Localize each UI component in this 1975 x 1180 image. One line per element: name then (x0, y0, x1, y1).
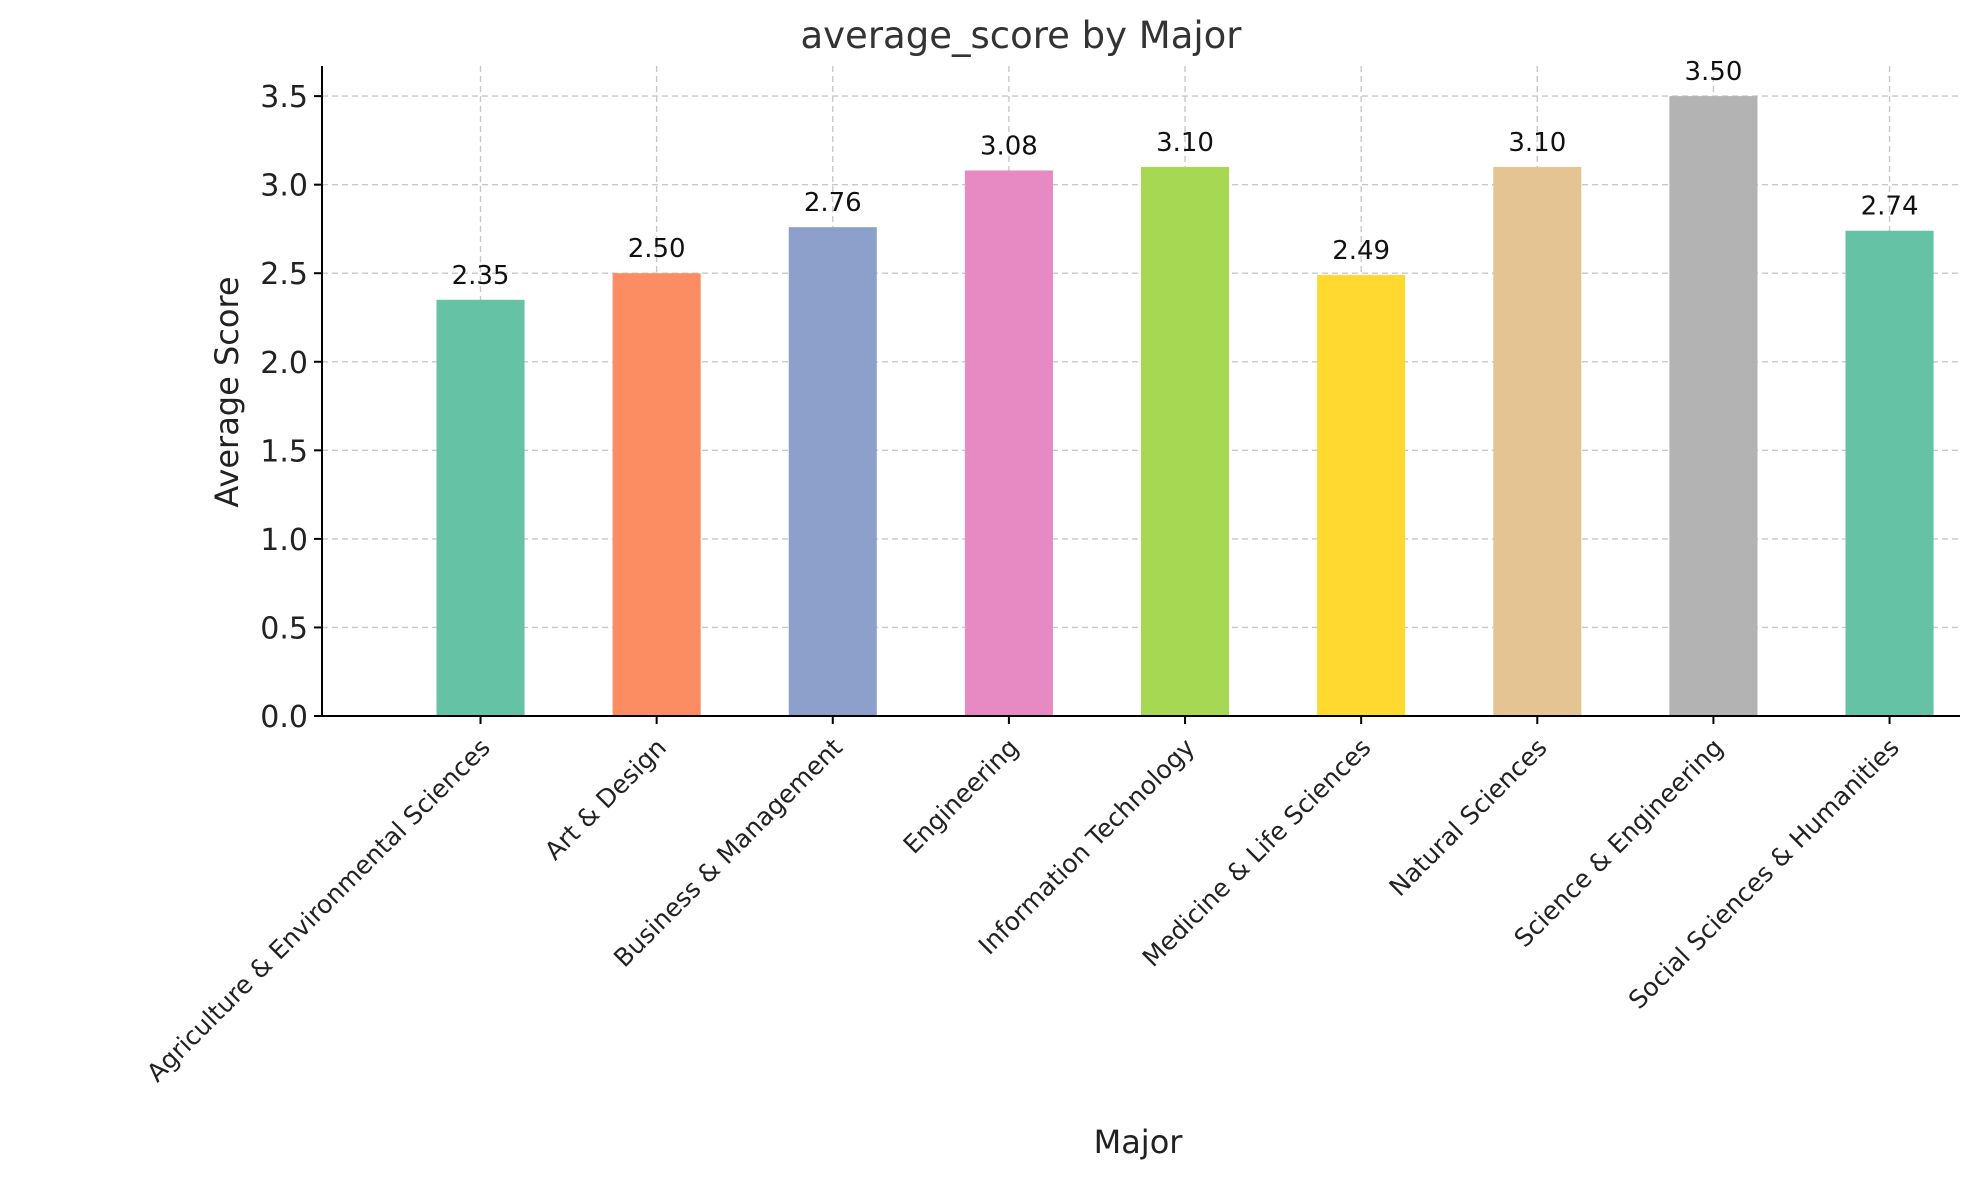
y-tick-label: 3.5 (260, 80, 308, 115)
bar (1845, 230, 1934, 716)
y-axis-label: Average Score (208, 276, 246, 507)
y-tick-label: 1.0 (260, 523, 308, 558)
bar (1493, 166, 1582, 716)
bar-value-label: 3.50 (1684, 57, 1742, 87)
y-tick-label: 0.0 (260, 700, 308, 735)
y-tick-label: 0.5 (260, 611, 308, 646)
bar-value-label: 3.10 (1508, 128, 1566, 158)
bar (964, 170, 1053, 716)
bar-value-label: 3.08 (980, 131, 1038, 161)
bar (612, 273, 701, 716)
bar-value-label: 2.74 (1861, 192, 1919, 222)
bar-value-label: 2.49 (1332, 236, 1390, 266)
x-tick-label: Art & Design (539, 733, 672, 866)
bar-value-label: 2.35 (452, 261, 510, 291)
x-tick-label: Science & Engineering (1509, 733, 1729, 953)
x-axis-label: Major (1094, 1123, 1184, 1161)
bar-value-label: 2.50 (628, 234, 686, 264)
bar (1669, 96, 1758, 716)
x-tick-label: Engineering (898, 733, 1025, 860)
bar (1317, 274, 1406, 716)
y-tick-label: 1.5 (260, 434, 308, 469)
x-axis-ticks: Agriculture & Environmental Sciences Art … (141, 716, 1905, 1087)
y-tick-label: 3.0 (260, 169, 308, 204)
y-axis-ticks: 0.0 0.5 1.0 1.5 2.0 2.5 3.0 3.5 (260, 80, 322, 735)
bar (788, 227, 877, 716)
bar (1141, 166, 1230, 716)
bar (436, 299, 525, 716)
bar-value-label: 3.10 (1156, 128, 1214, 158)
y-tick-label: 2.5 (260, 257, 308, 292)
x-tick-label: Natural Sciences (1383, 733, 1552, 902)
axes (321, 66, 1960, 717)
data-labels: 2.35 2.50 2.76 3.08 3.10 2.49 3.10 3.50 2.74 (452, 57, 1919, 291)
x-tick-label: Agriculture & Environmental Sciences (141, 733, 496, 1088)
chart-title: average_score by Major (800, 14, 1242, 57)
y-tick-label: 2.0 (260, 346, 308, 381)
bar-value-label: 2.76 (804, 188, 862, 218)
bars (436, 96, 1934, 716)
